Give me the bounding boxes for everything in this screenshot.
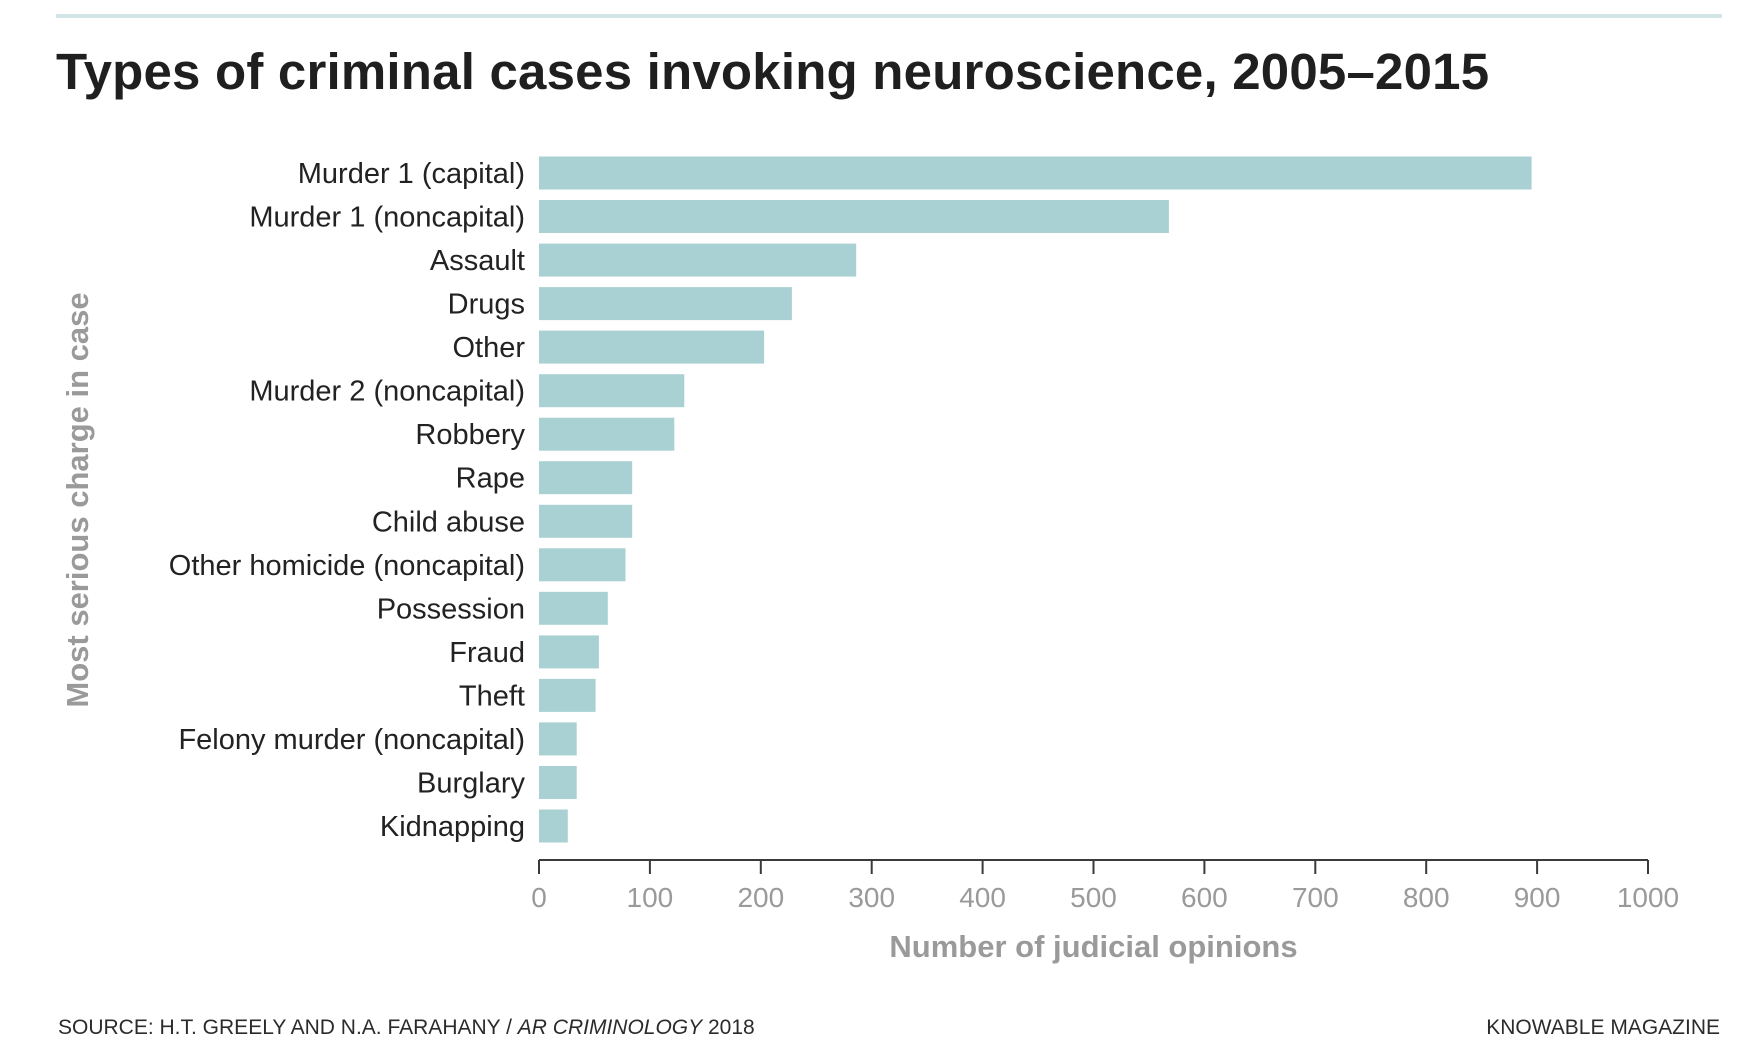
bar xyxy=(539,156,1532,190)
bars-layer xyxy=(539,156,1532,843)
bar xyxy=(539,330,765,364)
bar xyxy=(539,809,568,843)
source-year: 2018 xyxy=(702,1016,755,1039)
bar xyxy=(539,722,577,756)
category-label: Drugs xyxy=(448,289,525,321)
category-label: Other homicide (noncapital) xyxy=(169,550,525,582)
category-label: Child abuse xyxy=(372,506,525,538)
category-label: Theft xyxy=(459,680,525,712)
bar xyxy=(539,287,792,321)
category-label: Rape xyxy=(456,463,525,495)
category-label: Assault xyxy=(430,245,525,277)
x-tick-label: 700 xyxy=(1292,882,1339,913)
source-prefix: SOURCE: H.T. GREELY AND N.A. FARAHANY / xyxy=(58,1016,518,1039)
x-tick-label: 0 xyxy=(531,882,547,913)
category-label: Possession xyxy=(377,593,525,625)
bar xyxy=(539,504,633,538)
x-tick-label: 1000 xyxy=(1617,882,1679,913)
x-tick-label: 100 xyxy=(627,882,674,913)
bar xyxy=(539,200,1169,233)
category-label: Murder 2 (noncapital) xyxy=(249,376,525,408)
category-label: Other xyxy=(452,332,525,364)
top-rule xyxy=(56,14,1722,18)
category-label: Kidnapping xyxy=(380,811,525,843)
x-tick-label: 300 xyxy=(848,882,895,913)
x-tick-label: 500 xyxy=(1070,882,1117,913)
bar xyxy=(539,374,685,408)
category-label: Robbery xyxy=(415,419,525,451)
x-tick-label: 400 xyxy=(959,882,1006,913)
bar xyxy=(539,678,596,712)
x-tick-label: 600 xyxy=(1181,882,1228,913)
bar xyxy=(539,417,675,451)
category-label: Burglary xyxy=(417,768,525,800)
bar xyxy=(539,548,626,582)
brand-credit: KNOWABLE MAGAZINE xyxy=(1486,1016,1720,1039)
source-journal: AR CRIMINOLOGY xyxy=(517,1016,703,1039)
category-labels: Murder 1 (capital) Murder 1 (noncapital) A… xyxy=(169,158,526,843)
category-label: Fraud xyxy=(449,637,525,669)
bar xyxy=(539,243,857,277)
bar xyxy=(539,635,599,669)
x-tick-label: 900 xyxy=(1514,882,1561,913)
bar xyxy=(539,461,633,495)
chart-title: Types of criminal cases invoking neurosc… xyxy=(56,43,1490,100)
bar xyxy=(539,591,608,625)
category-label: Felony murder (noncapital) xyxy=(178,724,525,756)
bar xyxy=(539,766,577,799)
source-note: SOURCE: H.T. GREELY AND N.A. FARAHANY / … xyxy=(58,1016,755,1040)
category-label: Murder 1 (capital) xyxy=(298,158,525,190)
x-axis-ticks: 0 100 200 300 400 500 600 700 800 900 1000 xyxy=(531,860,1679,913)
category-label: Murder 1 (noncapital) xyxy=(249,202,525,234)
x-tick-label: 800 xyxy=(1403,882,1450,913)
x-axis-title: Number of judicial opinions xyxy=(889,929,1297,964)
x-tick-label: 200 xyxy=(737,882,784,913)
y-axis-title: Most serious charge in case xyxy=(60,292,95,707)
